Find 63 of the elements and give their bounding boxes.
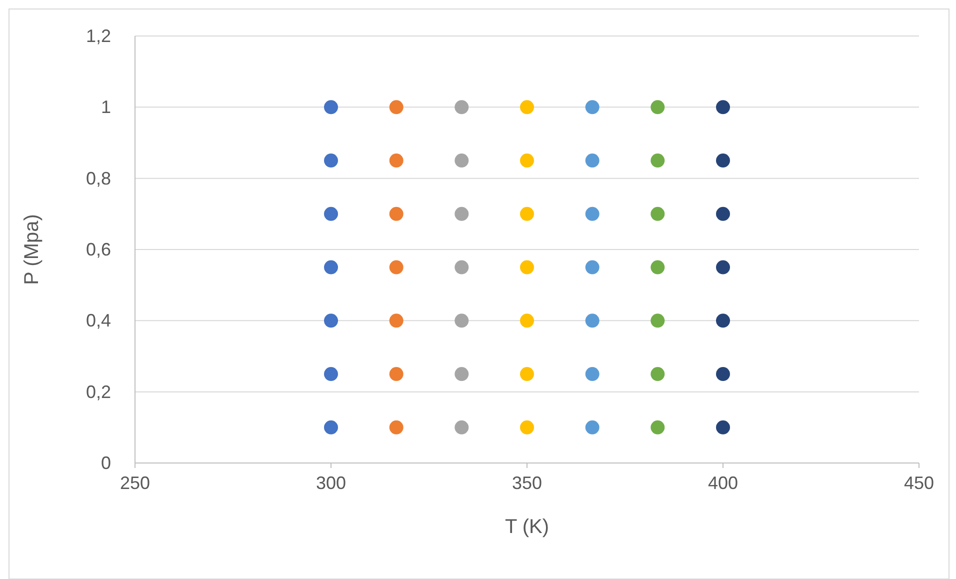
point (454, 260, 469, 274)
point (324, 100, 338, 114)
x-tick-label: 400 (708, 473, 738, 493)
y-tick-label: 0,2 (86, 382, 111, 402)
x-tick-label: 300 (316, 473, 346, 493)
point (585, 314, 600, 328)
point (520, 260, 534, 274)
point (324, 314, 338, 328)
x-tick-label: 350 (512, 473, 542, 493)
point (650, 206, 665, 221)
point (454, 420, 469, 434)
point (585, 206, 600, 221)
point (585, 100, 600, 114)
point (716, 206, 730, 221)
point (520, 367, 534, 382)
point (389, 206, 404, 221)
point (650, 154, 665, 168)
point (389, 154, 404, 168)
point (454, 206, 469, 221)
point (585, 260, 600, 274)
point (716, 367, 730, 382)
point (324, 260, 338, 274)
point (324, 154, 338, 168)
y-tick-label: 0,8 (86, 168, 111, 188)
y-tick-label: 0,6 (86, 240, 111, 260)
point (585, 420, 600, 434)
point (650, 367, 665, 382)
y-tick-label: 1 (100, 97, 111, 118)
point (585, 367, 600, 382)
y-tick-label: 1,2 (86, 26, 111, 46)
point (716, 420, 730, 434)
point (324, 420, 338, 434)
point (716, 314, 730, 328)
point (650, 314, 665, 328)
point (585, 154, 600, 168)
point (716, 260, 730, 274)
y-tick-label: 0,4 (86, 310, 111, 331)
point (389, 314, 404, 328)
point (520, 206, 534, 221)
point (716, 154, 730, 168)
point (324, 367, 338, 382)
x-tick-label: 450 (904, 473, 934, 493)
x-axis-title: T (K) (504, 516, 550, 538)
point (389, 367, 404, 382)
point (454, 100, 469, 114)
x-tick-label: 250 (120, 473, 150, 493)
point (520, 154, 534, 168)
point (389, 260, 404, 274)
point (650, 100, 665, 114)
point (520, 100, 534, 114)
point (650, 260, 665, 274)
point (520, 420, 534, 434)
point (520, 314, 534, 328)
y-tick-label: 0 (100, 453, 111, 473)
point (454, 314, 469, 328)
point (650, 420, 665, 434)
y-axis-title: P (Mpa) (21, 214, 43, 285)
point (389, 420, 404, 434)
point (454, 367, 469, 382)
point (389, 100, 404, 114)
point (716, 100, 730, 114)
point (324, 206, 338, 221)
point (454, 154, 469, 168)
